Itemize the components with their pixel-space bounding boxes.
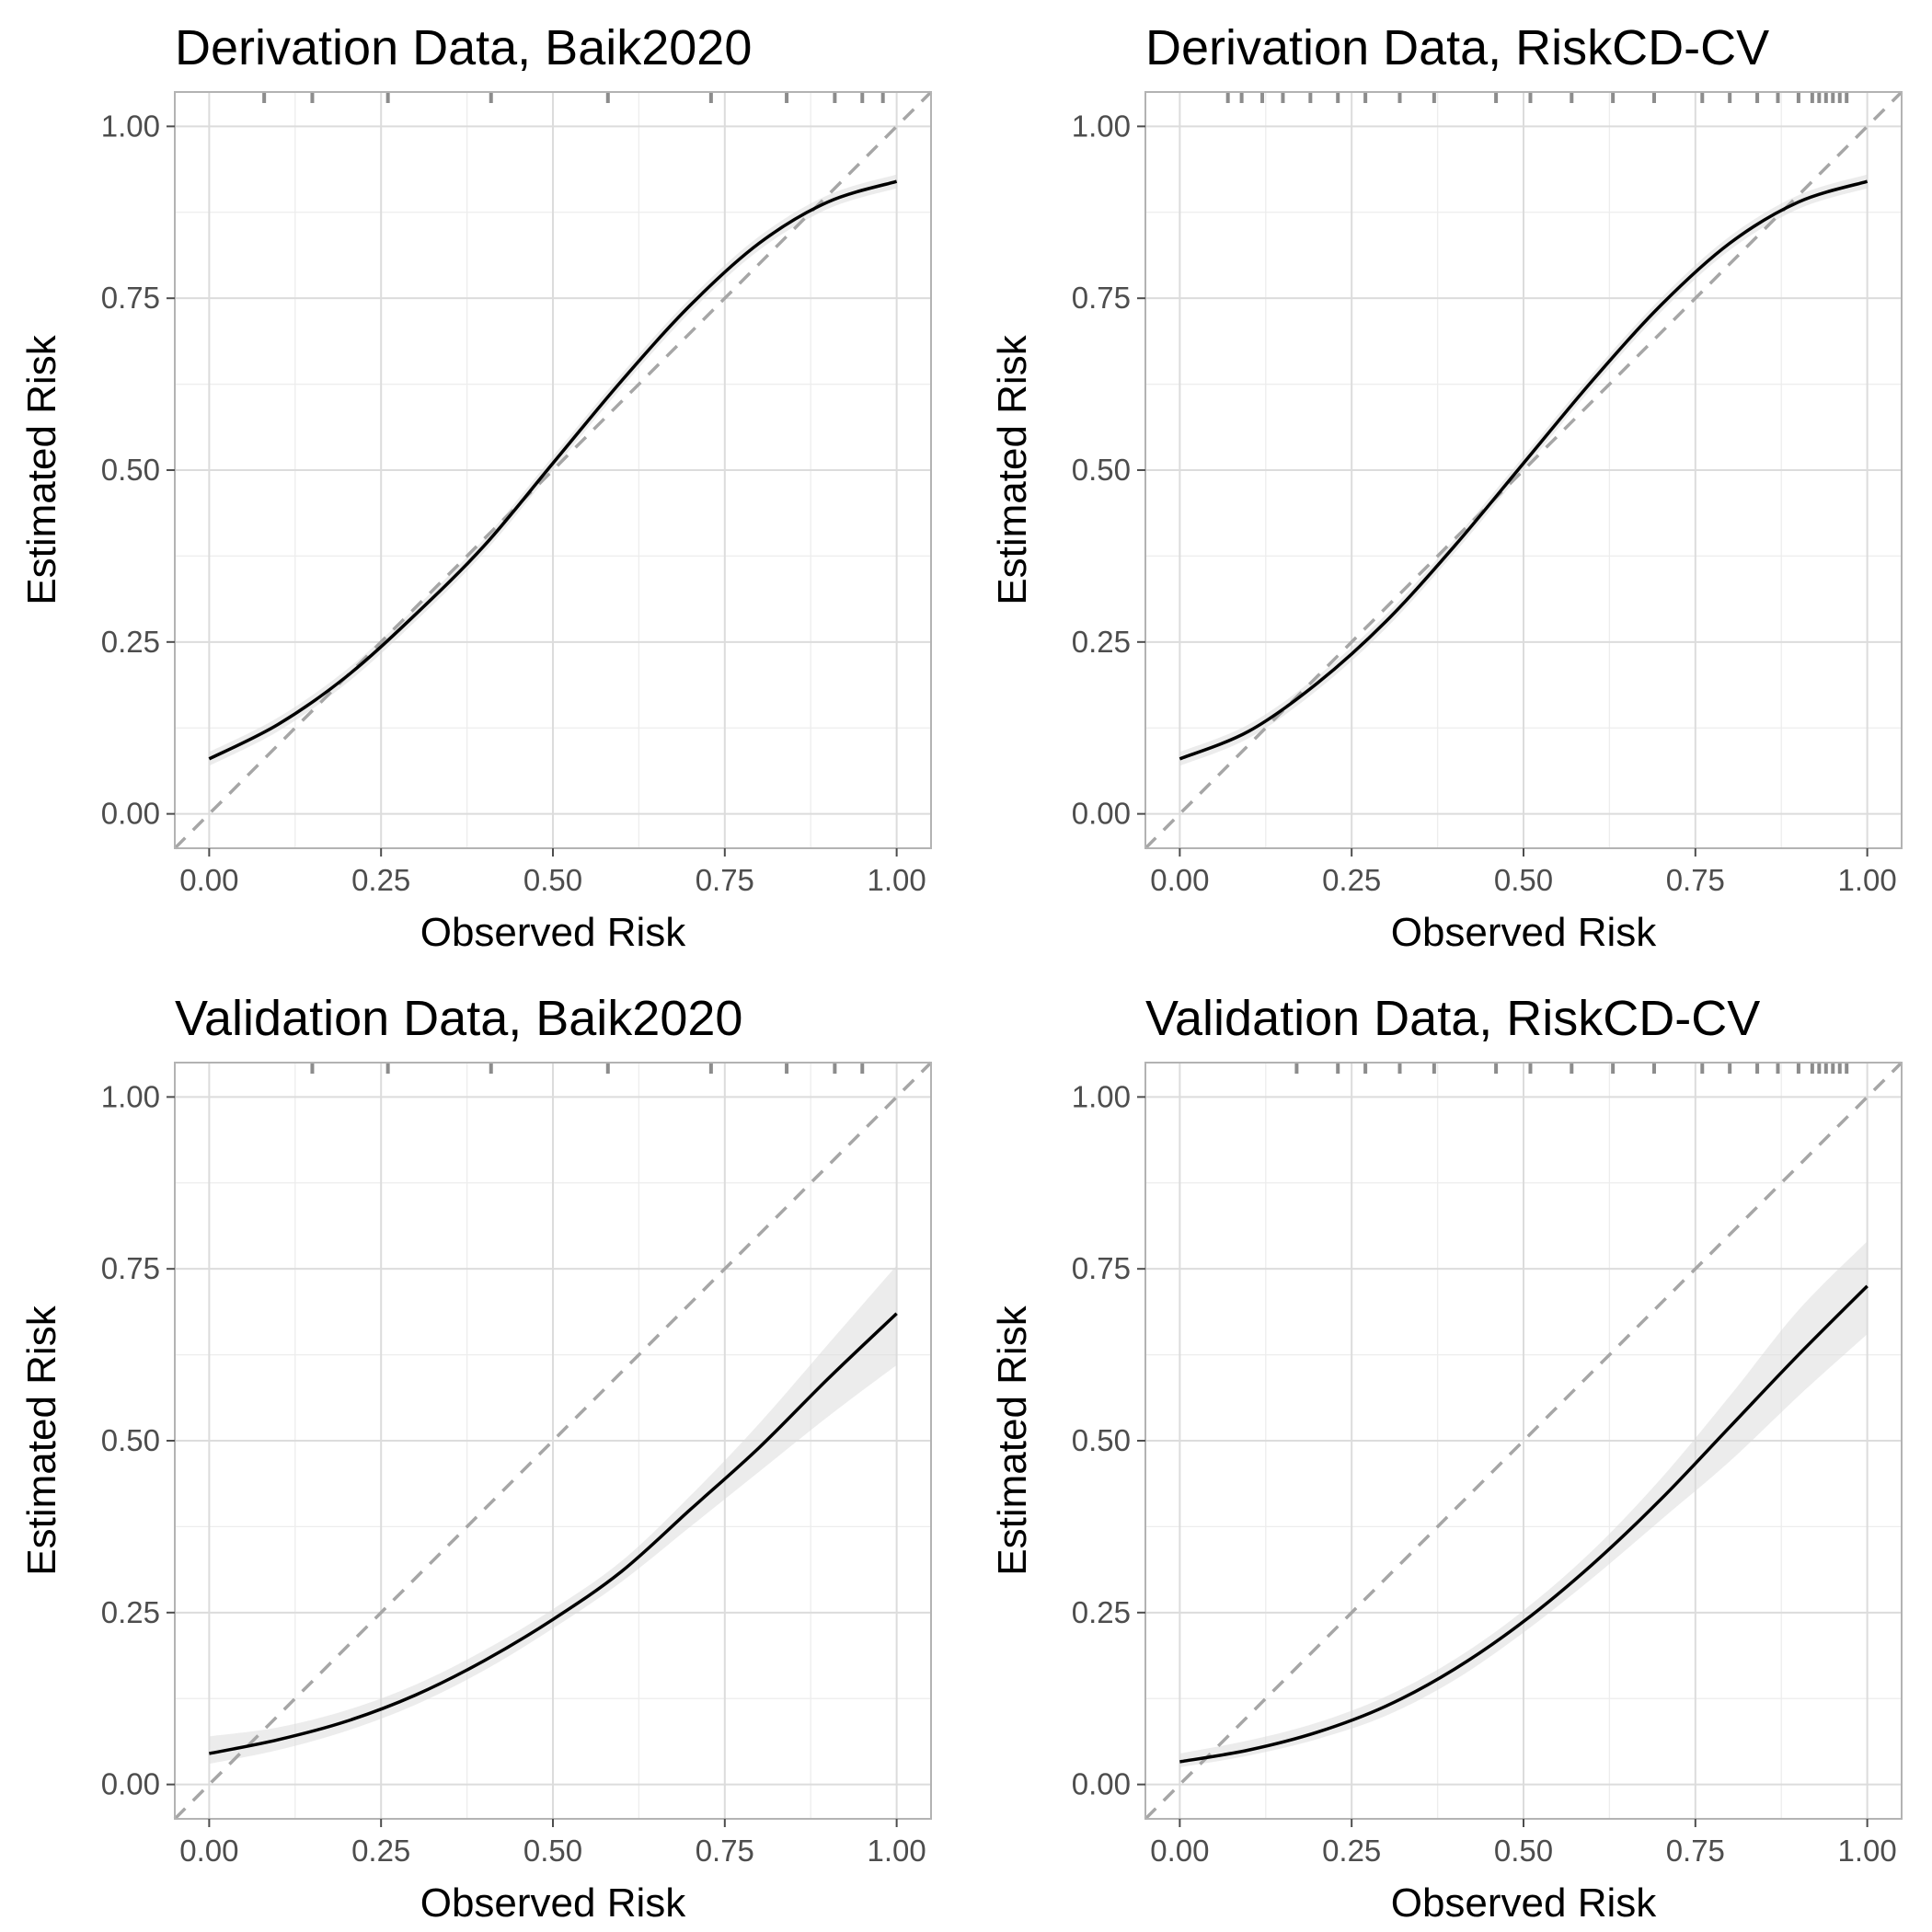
y-tick-label: 0.75 <box>101 1251 160 1285</box>
calibration-curve <box>209 1312 898 1755</box>
y-tick-label: 0.25 <box>101 625 160 659</box>
y-tick-label: 0.50 <box>1072 453 1131 487</box>
x-tick-label: 0.25 <box>1322 863 1381 897</box>
x-tick-label: 0.75 <box>696 1834 754 1868</box>
y-tick-label: 0.75 <box>1072 1251 1131 1285</box>
panel-title: Validation Data, Baik2020 <box>175 991 742 1046</box>
y-tick-label: 0.75 <box>1072 281 1131 315</box>
y-tick-label: 0.00 <box>1072 1767 1131 1801</box>
x-tick-label: 0.50 <box>523 1834 582 1868</box>
x-tick-label: 0.00 <box>1150 863 1209 897</box>
x-axis-title: Observed Risk <box>420 1880 687 1926</box>
confidence-band <box>1179 174 1868 766</box>
y-axis-title: Estimated Risk <box>990 334 1035 604</box>
x-tick-label: 0.00 <box>1150 1834 1209 1868</box>
y-tick-label: 0.50 <box>101 453 160 487</box>
x-tick-label: 0.50 <box>1494 863 1553 897</box>
calibration-curve <box>1179 179 1869 761</box>
y-tick-label: 1.00 <box>101 109 160 143</box>
major-gridlines <box>1145 92 1902 848</box>
chart-panel-1: Derivation Data, Baik2020 0.00 0.25 0.50 0.7… <box>19 20 933 955</box>
rug-marks <box>1225 93 1849 103</box>
x-tick-label: 0.75 <box>696 863 754 897</box>
y-tick-label: 0.25 <box>1072 1595 1131 1629</box>
y-tick-label: 0.00 <box>101 797 160 831</box>
y-tick-label: 0.25 <box>101 1595 160 1629</box>
y-tick-label: 0.25 <box>1072 625 1131 659</box>
x-tick-label: 0.00 <box>179 1834 238 1868</box>
x-tick-label: 0.25 <box>351 1834 410 1868</box>
confidence-band <box>209 174 897 766</box>
x-tick-label: 0.50 <box>523 863 582 897</box>
y-axis-title: Estimated Risk <box>19 334 64 604</box>
x-tick-label: 0.25 <box>1322 1834 1381 1868</box>
calibration-curve <box>208 179 898 761</box>
y-tick-label: 0.75 <box>101 281 160 315</box>
chart-panel-2: Derivation Data, RiskCD-CV 0.00 0.25 0.50 0.… <box>990 20 1903 955</box>
y-tick-label: 1.00 <box>1072 109 1131 143</box>
calibration-curve <box>1179 1284 1869 1764</box>
x-tick-label: 0.00 <box>179 863 238 897</box>
y-tick-label: 0.50 <box>1072 1423 1131 1457</box>
y-axis-title: Estimated Risk <box>19 1305 64 1575</box>
y-tick-label: 0.50 <box>101 1423 160 1457</box>
panel-title: Validation Data, RiskCD-CV <box>1145 991 1760 1046</box>
panel-title: Derivation Data, Baik2020 <box>175 20 752 75</box>
x-tick-label: 1.00 <box>1838 863 1897 897</box>
y-tick-label: 0.00 <box>101 1767 160 1801</box>
rug-marks <box>310 1064 865 1074</box>
rug-marks <box>1294 1064 1849 1074</box>
x-axis-title: Observed Risk <box>420 910 687 955</box>
x-axis-title: Observed Risk <box>1391 910 1658 955</box>
panel-title: Derivation Data, RiskCD-CV <box>1145 20 1769 75</box>
major-gridlines <box>175 1063 931 1819</box>
y-axis-title: Estimated Risk <box>990 1305 1035 1575</box>
x-tick-label: 0.75 <box>1666 1834 1725 1868</box>
x-axis-title: Observed Risk <box>1391 1880 1658 1926</box>
x-tick-label: 0.75 <box>1666 863 1725 897</box>
y-tick-label: 0.00 <box>1072 797 1131 831</box>
x-tick-label: 1.00 <box>868 1834 926 1868</box>
x-tick-label: 1.00 <box>1838 1834 1897 1868</box>
chart-panel-4: Validation Data, RiskCD-CV 0.00 0.25 0.50 0.… <box>990 991 1903 1926</box>
x-tick-label: 1.00 <box>868 863 926 897</box>
x-tick-label: 0.25 <box>351 863 410 897</box>
x-tick-label: 0.50 <box>1494 1834 1553 1868</box>
y-tick-label: 1.00 <box>101 1079 160 1113</box>
y-tick-label: 1.00 <box>1072 1079 1131 1113</box>
chart-panel-3: Validation Data, Baik2020 0.00 0.25 0.50 0.7… <box>19 991 933 1926</box>
rug-marks <box>262 93 885 103</box>
